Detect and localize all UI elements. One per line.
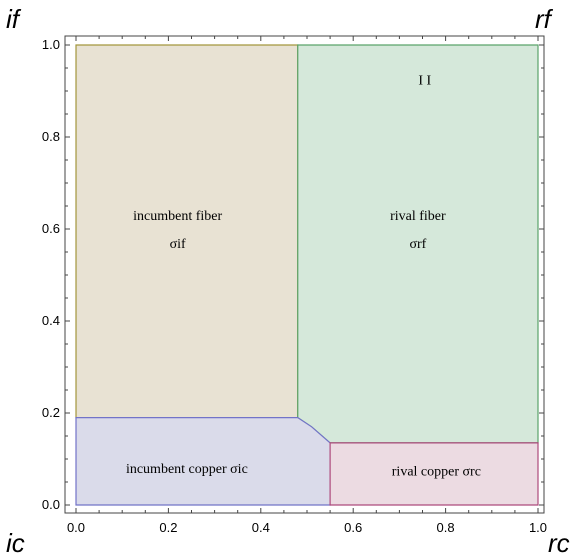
corner-label-ic: ic — [6, 528, 25, 558]
y-tick-label: 0.0 — [42, 497, 60, 512]
x-tick-label: 0.4 — [252, 520, 270, 535]
region-label-incumbent-fiber: σif — [170, 237, 186, 252]
y-tick-label: 0.6 — [42, 221, 60, 236]
corner-label-rc: rc — [548, 528, 570, 558]
x-tick-label: 0.6 — [344, 520, 362, 535]
corner-label-rf: rf — [535, 4, 554, 34]
ticks-layer: 0.0 0.2 0.4 0.6 0.8 1.0 0.0 0.2 0.4 0.6 0.8 1.0 — [42, 36, 547, 535]
region-incumbent-fiber — [75, 44, 299, 419]
region-label-rival-fiber: rival fiber — [390, 209, 446, 224]
region-label-rival-copper: rival copper σrc — [392, 465, 481, 480]
region-label-incumbent-copper: incumbent copper σic — [126, 462, 248, 477]
y-tick-label: 0.2 — [42, 405, 60, 420]
region-label-incumbent-fiber: incumbent fiber — [133, 209, 222, 224]
region-label-rival-fiber: σrf — [409, 237, 426, 252]
region-rival-copper — [329, 442, 539, 506]
x-tick-label: 0.8 — [437, 520, 455, 535]
x-tick-label: 0.2 — [159, 520, 177, 535]
y-tick-label: 1.0 — [42, 37, 60, 52]
x-tick-label: 0.0 — [67, 520, 85, 535]
annotation-label: I I — [418, 74, 431, 89]
x-tick-label: 1.0 — [529, 520, 547, 535]
corner-label-if: if — [6, 4, 22, 34]
regions-layer — [75, 44, 539, 506]
labels-layer: incumbent fiber σif rival fiber σrf incumben… — [126, 74, 481, 480]
y-tick-label: 0.4 — [42, 313, 60, 328]
y-tick-label: 0.8 — [42, 129, 60, 144]
